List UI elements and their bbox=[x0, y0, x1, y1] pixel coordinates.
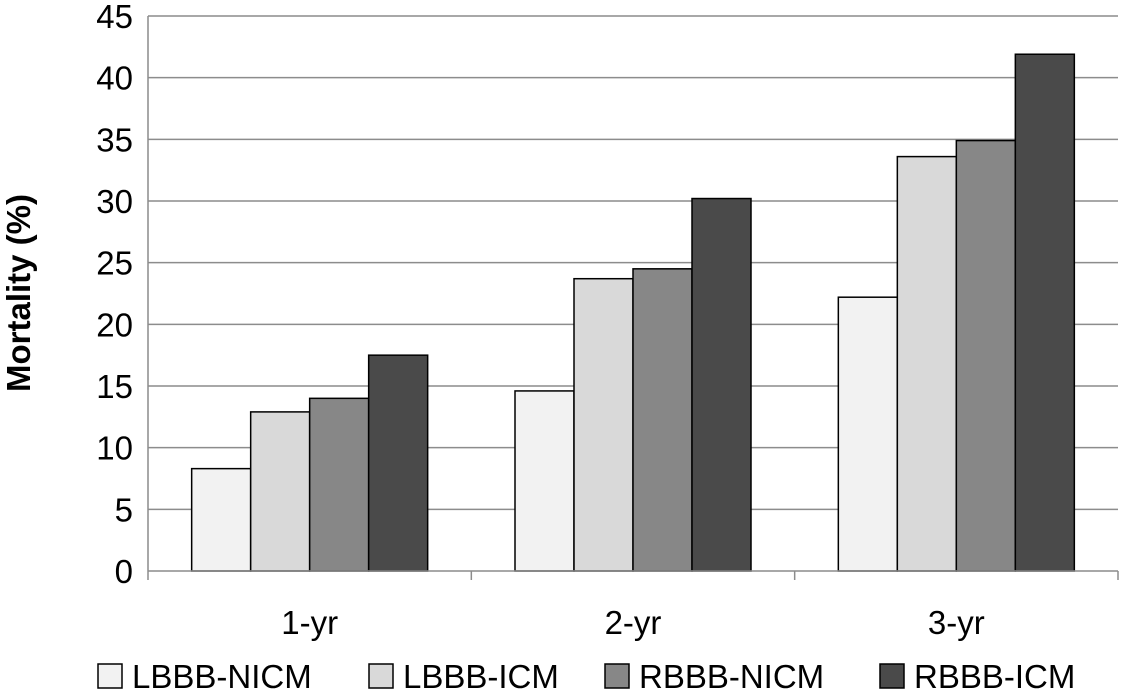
y-tick-label: 45 bbox=[96, 0, 133, 35]
y-tick-label: 10 bbox=[96, 430, 133, 467]
y-tick-label: 20 bbox=[96, 306, 133, 343]
legend: LBBB-NICM LBBB-ICM RBBB-NICM RBBB-ICM bbox=[97, 658, 1075, 694]
bar bbox=[691, 197, 752, 572]
legend-swatch bbox=[604, 663, 630, 689]
y-tick-label: 5 bbox=[115, 491, 133, 528]
y-tick-label: 0 bbox=[115, 553, 133, 590]
bar bbox=[632, 268, 693, 572]
bar bbox=[573, 277, 634, 572]
bar bbox=[190, 467, 252, 572]
bar bbox=[1014, 53, 1076, 572]
bar bbox=[514, 390, 575, 572]
y-tick-labels: 0 5 10 15 20 25 30 35 40 45 bbox=[96, 0, 133, 590]
x-category-labels: 1-yr 2-yr 3-yr bbox=[281, 604, 985, 641]
bar bbox=[896, 155, 958, 572]
legend-swatch bbox=[879, 663, 905, 689]
x-category-label: 2-yr bbox=[605, 604, 662, 641]
legend-item: RBBB-NICM bbox=[604, 658, 824, 694]
legend-item: LBBB-NICM bbox=[97, 658, 312, 694]
y-tick-label: 15 bbox=[96, 368, 133, 405]
bars bbox=[190, 53, 1076, 572]
legend-swatch bbox=[97, 663, 123, 689]
legend-item: RBBB-ICM bbox=[879, 658, 1075, 694]
legend-label: LBBB-NICM bbox=[132, 658, 312, 694]
bar bbox=[837, 296, 899, 572]
legend-label: RBBB-ICM bbox=[914, 658, 1075, 694]
y-tick-label: 35 bbox=[96, 121, 133, 158]
bar bbox=[249, 411, 311, 572]
legend-label: RBBB-NICM bbox=[639, 658, 824, 694]
bar bbox=[367, 354, 429, 572]
bar bbox=[308, 397, 370, 572]
legend-label: LBBB-ICM bbox=[403, 658, 559, 694]
legend-item: LBBB-ICM bbox=[368, 658, 559, 694]
y-tick-label: 25 bbox=[96, 245, 133, 282]
y-tick-label: 40 bbox=[96, 60, 133, 97]
legend-swatch bbox=[368, 663, 394, 689]
y-axis-label: Mortality (%) bbox=[0, 194, 37, 392]
x-category-label: 1-yr bbox=[281, 604, 338, 641]
axes bbox=[147, 16, 1119, 580]
bar bbox=[955, 139, 1017, 572]
x-category-label: 3-yr bbox=[928, 604, 985, 641]
y-tick-label: 30 bbox=[96, 183, 133, 220]
